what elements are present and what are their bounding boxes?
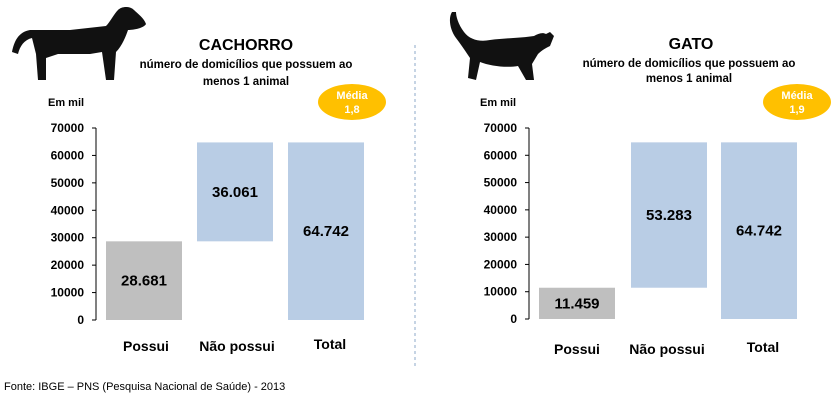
y-tick-label: 60000	[51, 148, 85, 162]
chart-subtitle: menos 1 animal	[646, 73, 732, 85]
data-label: 36.061	[212, 184, 258, 201]
data-label: 28.681	[121, 273, 167, 290]
category-label: Total	[314, 336, 346, 352]
category-label: Não possui	[629, 341, 704, 357]
data-label: 64.742	[303, 223, 349, 240]
y-tick-label: 30000	[51, 231, 85, 245]
bar	[106, 241, 182, 320]
dog-icon	[12, 7, 146, 80]
y-tick-label: 50000	[51, 176, 85, 190]
chart-title: CACHORRO	[199, 37, 293, 54]
source-note: Fonte: IBGE – PNS (Pesquisa Nacional de …	[4, 381, 286, 393]
bar	[288, 142, 364, 320]
average-badge-value: 1,8	[344, 104, 359, 116]
chart-subtitle: número de domicílios que possuem ao	[140, 59, 353, 71]
bar	[539, 287, 615, 319]
y-tick-label: 70000	[51, 121, 85, 135]
y-tick-label: 40000	[484, 203, 518, 217]
y-tick-label: 0	[510, 312, 517, 326]
y-tick-label: 40000	[51, 203, 85, 217]
average-badge-label: Média	[336, 90, 368, 102]
bar	[721, 142, 797, 319]
y-tick-label: 20000	[51, 258, 85, 272]
average-badge	[763, 84, 831, 120]
y-tick-label: 50000	[484, 176, 518, 190]
data-label: 64.742	[736, 223, 782, 240]
chart-subtitle: número de domicílios que possuem ao	[583, 58, 796, 70]
average-badge-value: 1,9	[789, 104, 804, 116]
chart-subtitle: menos 1 animal	[203, 76, 289, 88]
cat-silhouette	[449, 12, 554, 80]
data-label: 11.459	[554, 295, 599, 312]
chart-title: GATO	[669, 36, 714, 53]
unit-label: Em mil	[480, 97, 516, 109]
bar	[197, 142, 273, 242]
data-label: 53.283	[646, 207, 692, 224]
average-badge	[318, 84, 386, 120]
y-tick-label: 10000	[51, 286, 85, 300]
dog-silhouette	[12, 7, 146, 80]
average-badge-label: Média	[781, 90, 813, 102]
y-tick-label: 70000	[484, 121, 518, 135]
category-label: Possui	[123, 338, 169, 354]
y-tick-label: 30000	[484, 230, 518, 244]
category-label: Total	[747, 339, 779, 355]
y-tick-label: 0	[77, 313, 84, 327]
y-tick-label: 60000	[484, 148, 518, 162]
y-tick-label: 20000	[484, 257, 518, 271]
category-label: Possui	[554, 341, 600, 357]
category-label: Não possui	[199, 338, 274, 354]
y-tick-label: 10000	[484, 285, 518, 299]
bar	[631, 142, 707, 288]
unit-label: Em mil	[48, 97, 84, 109]
cat-icon	[449, 12, 554, 80]
